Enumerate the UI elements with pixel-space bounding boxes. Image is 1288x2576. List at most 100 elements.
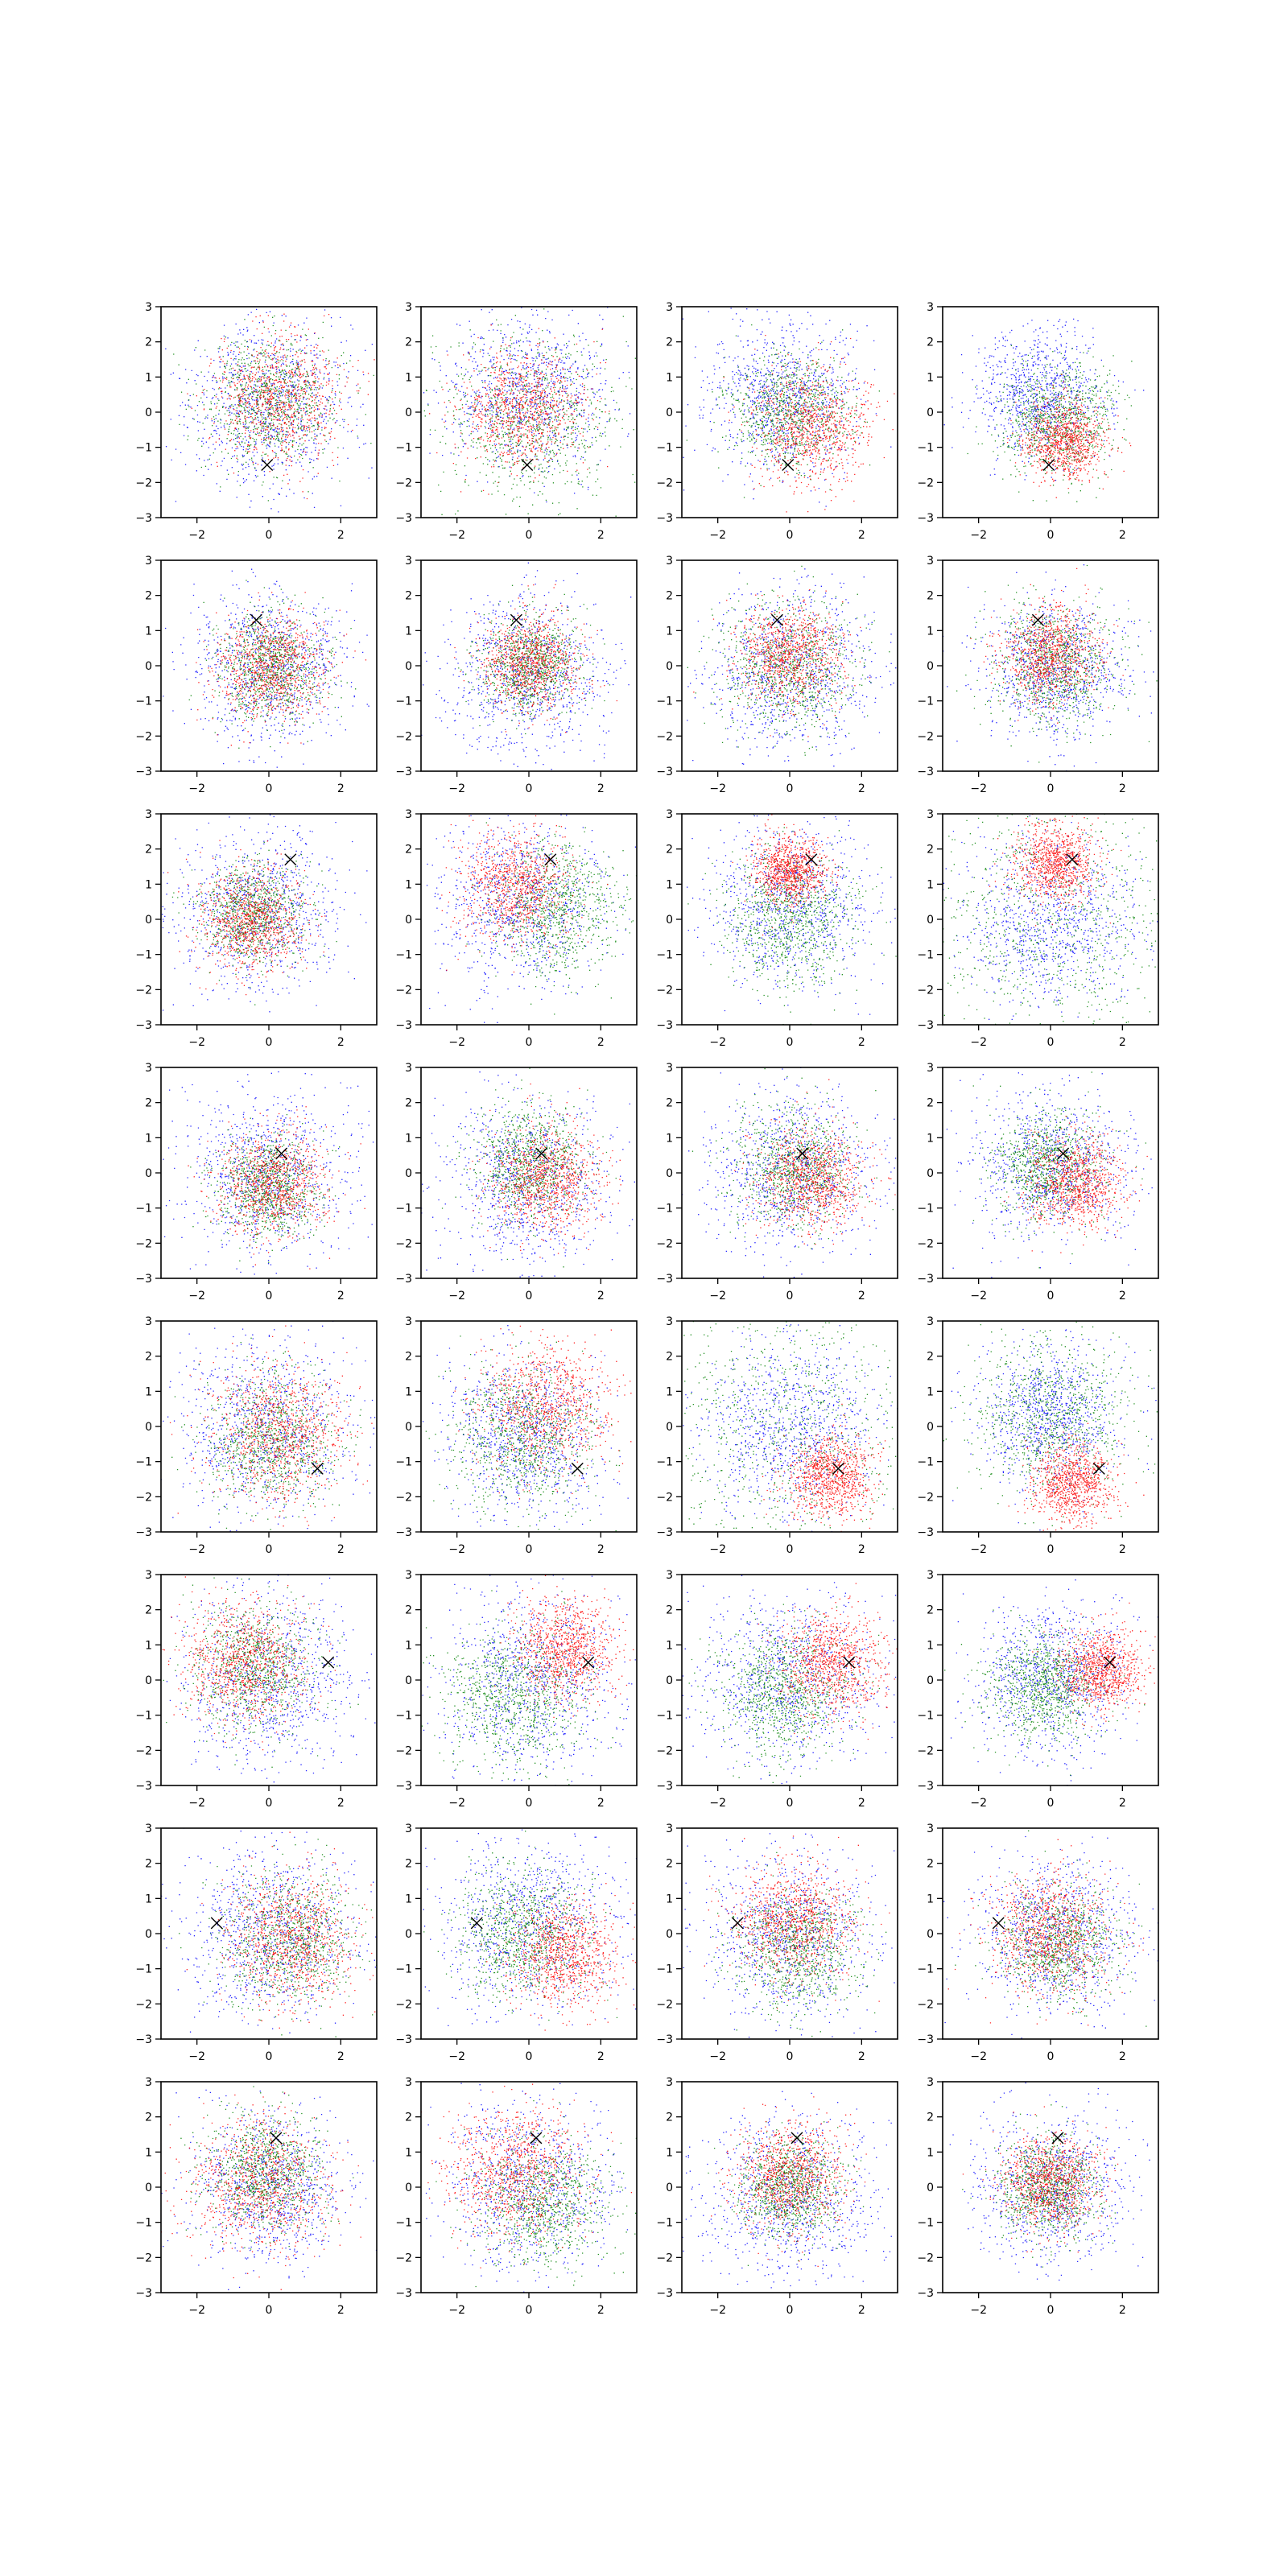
y-tick-label: 0 bbox=[145, 660, 152, 673]
y-tick-label: 1 bbox=[666, 625, 673, 638]
y-tick-label: 3 bbox=[145, 1315, 152, 1328]
x-tick-label: −2 bbox=[970, 1290, 987, 1302]
scatter-panel-r7-c2: −2 0 2 −3 −2 −1 0 1 2 3 bbox=[395, 1823, 638, 2063]
x-tick-label: 0 bbox=[786, 1797, 794, 1810]
y-tick-label: 3 bbox=[927, 1315, 934, 1328]
point-series-3 bbox=[469, 1083, 621, 1258]
y-tick-label: 0 bbox=[927, 407, 934, 419]
scatter-panel-r2-c1: −2 0 2 −3 −2 −1 0 1 2 3 bbox=[135, 555, 378, 795]
y-tick-label: 2 bbox=[405, 1351, 412, 1364]
x-marker bbox=[1042, 459, 1055, 471]
x-tick-label: −2 bbox=[709, 1036, 726, 1049]
y-tick-label: 3 bbox=[405, 1062, 412, 1075]
x-marker bbox=[1051, 2132, 1064, 2145]
y-tick-label: 0 bbox=[666, 1674, 673, 1687]
y-tick-label: −1 bbox=[656, 1203, 673, 1216]
scatter-points bbox=[161, 2082, 377, 2290]
x-tick-label: 0 bbox=[526, 1797, 533, 1810]
scatter-panel-r2-c2: −2 0 2 −3 −2 −1 0 1 2 3 bbox=[395, 555, 638, 795]
point-series-1 bbox=[423, 1829, 637, 2039]
y-tick-label: −2 bbox=[656, 1237, 673, 1250]
y-tick-label: 0 bbox=[927, 1167, 934, 1180]
x-marker bbox=[1066, 853, 1079, 866]
y-tick-label: 2 bbox=[666, 1604, 673, 1617]
axes-frame bbox=[942, 1827, 1159, 2040]
axes-frame bbox=[420, 813, 638, 1026]
point-series-1 bbox=[422, 1575, 636, 1785]
y-tick-label: 1 bbox=[145, 1893, 152, 1905]
y-tick-label: 0 bbox=[405, 660, 412, 673]
y-tick-label: 3 bbox=[927, 301, 934, 314]
y-tick-label: −2 bbox=[135, 2252, 152, 2264]
y-tick-label: 3 bbox=[145, 1062, 152, 1075]
x-tick-label: −2 bbox=[188, 529, 205, 542]
y-tick-label: −3 bbox=[135, 766, 152, 778]
x-tick-label: 2 bbox=[1119, 1290, 1126, 1302]
y-tick-label: −1 bbox=[395, 1456, 412, 1469]
y-tick-label: 1 bbox=[405, 1893, 412, 1905]
x-tick-label: 0 bbox=[1047, 529, 1055, 542]
point-series-2 bbox=[173, 315, 374, 502]
y-tick-label: 3 bbox=[927, 1569, 934, 1582]
x-tick-label: 0 bbox=[266, 782, 273, 795]
x-tick-label: −2 bbox=[448, 2304, 465, 2317]
point-series-3 bbox=[704, 1835, 890, 2009]
point-series-1 bbox=[163, 1067, 377, 1275]
y-tick-label: 1 bbox=[145, 1385, 152, 1398]
y-tick-label: 2 bbox=[405, 844, 412, 857]
y-tick-label: 1 bbox=[666, 1893, 673, 1905]
x-tick-label: 2 bbox=[337, 1797, 345, 1810]
point-series-3 bbox=[196, 592, 367, 746]
x-tick-label: 0 bbox=[1047, 2050, 1055, 2063]
y-tick-label: 3 bbox=[145, 555, 152, 568]
y-tick-label: 2 bbox=[666, 1858, 673, 1871]
y-tick-label: 2 bbox=[145, 1858, 152, 1871]
x-tick-label: 2 bbox=[1119, 1036, 1126, 1049]
y-tick-label: 1 bbox=[405, 1639, 412, 1652]
scatter-panel-r2-c3: −2 0 2 −3 −2 −1 0 1 2 3 bbox=[656, 555, 898, 795]
x-tick-label: 2 bbox=[597, 1797, 605, 1810]
scatter-points bbox=[426, 814, 637, 1023]
y-tick-label: −3 bbox=[656, 2287, 673, 2300]
y-tick-label: −3 bbox=[656, 1019, 673, 1032]
y-tick-label: 0 bbox=[666, 914, 673, 927]
point-series-3 bbox=[711, 2096, 867, 2268]
y-tick-label: −1 bbox=[395, 949, 412, 962]
y-tick-label: −1 bbox=[656, 2217, 673, 2230]
y-tick-label: 0 bbox=[927, 914, 934, 927]
x-tick-label: −2 bbox=[709, 2050, 726, 2063]
point-series-3 bbox=[693, 588, 871, 737]
point-series-3 bbox=[1032, 1602, 1156, 1728]
y-tick-label: 1 bbox=[405, 625, 412, 638]
y-tick-label: −2 bbox=[917, 1744, 934, 1757]
y-tick-label: 3 bbox=[405, 1569, 412, 1582]
y-tick-label: −2 bbox=[917, 2252, 934, 2264]
x-marker bbox=[270, 2132, 283, 2145]
x-marker bbox=[832, 1462, 844, 1475]
axes-frame bbox=[942, 813, 1159, 1026]
scatter-panel-r4-c4: −2 0 2 −3 −2 −1 0 1 2 3 bbox=[917, 1062, 1159, 1302]
x-tick-label: 2 bbox=[1119, 2050, 1126, 2063]
x-marker bbox=[210, 1917, 223, 1930]
y-tick-label: 0 bbox=[666, 660, 673, 673]
y-tick-label: −1 bbox=[656, 949, 673, 962]
x-tick-label: 2 bbox=[858, 1290, 865, 1302]
x-tick-label: 2 bbox=[337, 2304, 345, 2317]
x-tick-label: −2 bbox=[970, 1543, 987, 1556]
axes-frame bbox=[942, 1574, 1159, 1786]
y-tick-label: −1 bbox=[135, 2217, 152, 2230]
y-tick-label: −1 bbox=[656, 1456, 673, 1469]
x-tick-label: 0 bbox=[266, 1797, 273, 1810]
scatter-points bbox=[161, 1828, 377, 2037]
scatter-points bbox=[161, 1321, 376, 1532]
point-series-2 bbox=[687, 565, 890, 756]
y-tick-label: −2 bbox=[395, 2252, 412, 2264]
point-series-2 bbox=[171, 841, 337, 1005]
y-tick-label: 0 bbox=[405, 1674, 412, 1687]
x-tick-label: −2 bbox=[188, 782, 205, 795]
y-tick-label: −3 bbox=[917, 1273, 934, 1286]
y-tick-label: −1 bbox=[135, 1456, 152, 1469]
x-tick-label: −2 bbox=[448, 1797, 465, 1810]
y-tick-label: 3 bbox=[927, 1062, 934, 1075]
x-marker bbox=[530, 2132, 543, 2145]
